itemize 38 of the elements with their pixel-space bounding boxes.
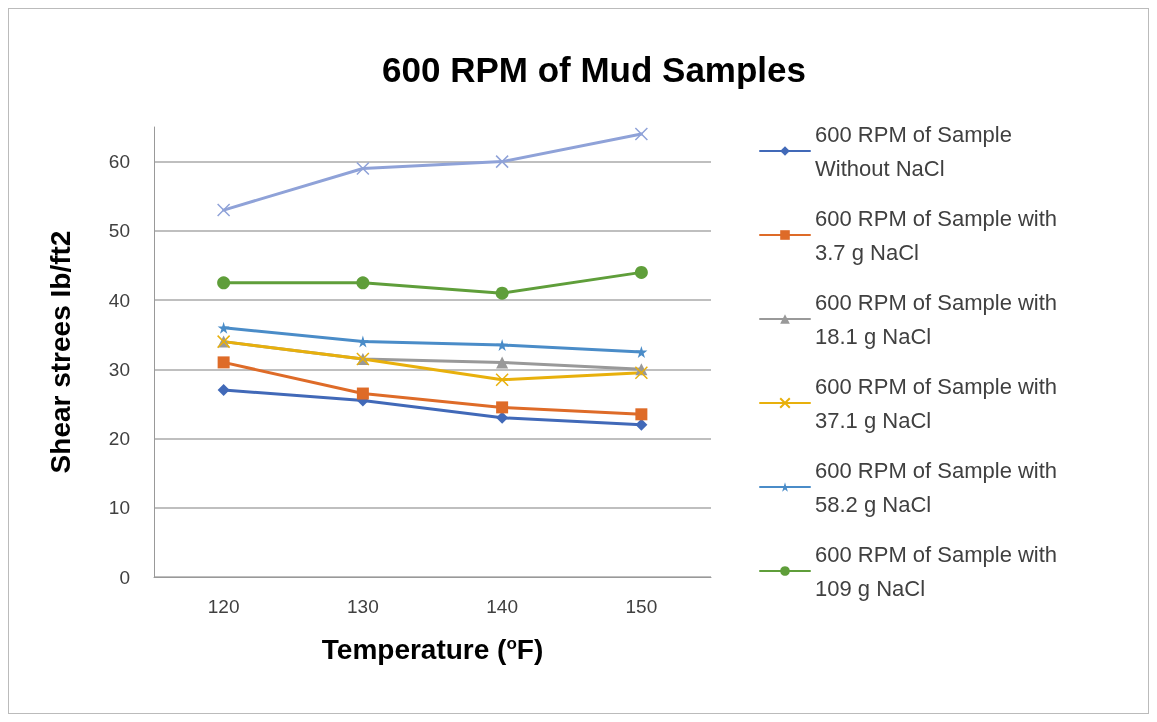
point — [634, 127, 649, 141]
y-tick-label: 0 — [119, 566, 130, 588]
point — [635, 346, 648, 358]
point — [495, 154, 509, 169]
y-tick-label: 10 — [108, 497, 130, 519]
point — [495, 372, 509, 387]
point — [217, 276, 231, 290]
point — [356, 161, 370, 176]
y-tick-label: 30 — [108, 358, 130, 380]
point — [217, 356, 230, 369]
point — [216, 203, 231, 217]
legend-label: 600 RPM of Sample with 18.1 g NaCl — [815, 289, 1064, 349]
legend-label: 600 RPM of Sample Without NaCl — [815, 121, 1018, 181]
y-tick-label: 50 — [108, 220, 130, 242]
x-tick-label: 150 — [625, 596, 658, 617]
point — [496, 401, 509, 414]
y-tick-label: 60 — [108, 151, 130, 173]
y-tick-label: 20 — [108, 428, 130, 450]
y-tick-label: 40 — [108, 289, 130, 311]
point — [634, 265, 648, 279]
point — [217, 384, 230, 397]
point — [356, 387, 369, 400]
legend-label: 600 RPM of Sample with 3.7 g NaCl — [815, 205, 1064, 265]
x-tick-label: 140 — [486, 596, 518, 617]
point — [356, 276, 370, 290]
legend-label: 600 RPM of Sample with 58.2 g NaCl — [815, 457, 1064, 517]
point — [635, 408, 648, 421]
point — [496, 339, 509, 352]
point — [496, 356, 509, 369]
x-tick-label: 130 — [347, 596, 379, 617]
legend-label: 600 RPM of Sample with 37.1 g NaCl — [815, 373, 1064, 433]
y-axis-title: Shear strees Ib/ft2 — [44, 230, 76, 474]
chart-title: 600 RPM of Mud Samples — [382, 50, 806, 89]
legend-label: 600 RPM of Sample with 109 g NaCl — [815, 541, 1064, 601]
x-tick-label: 120 — [207, 596, 240, 617]
point — [217, 321, 230, 334]
point — [495, 286, 509, 300]
point — [634, 366, 649, 380]
